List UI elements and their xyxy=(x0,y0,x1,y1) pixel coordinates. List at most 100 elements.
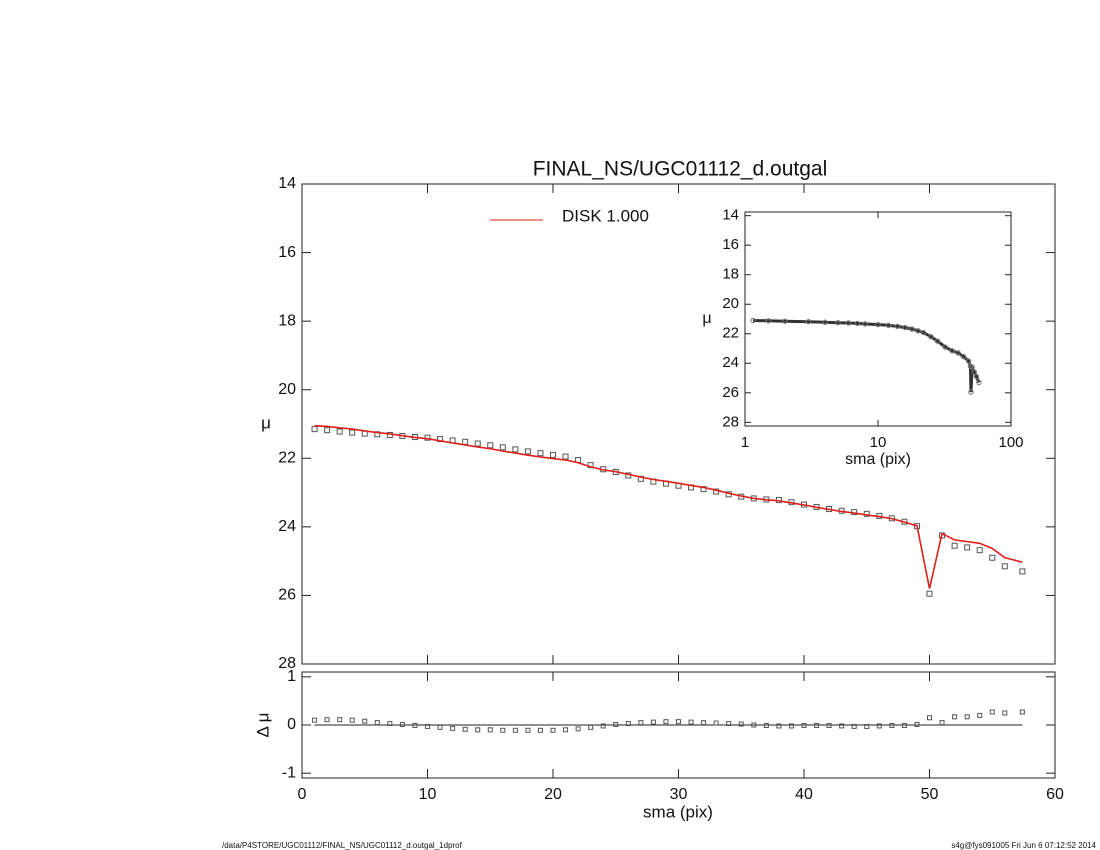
y-tick-label: 18 xyxy=(278,312,296,329)
data-point xyxy=(851,723,857,729)
data-point xyxy=(915,328,921,334)
data-point xyxy=(801,722,807,728)
x-tick-label: 10 xyxy=(419,786,437,803)
data-point xyxy=(1019,568,1026,575)
data-point xyxy=(928,334,934,340)
data-point xyxy=(337,717,343,723)
data-point xyxy=(462,726,468,732)
data-point xyxy=(955,350,961,356)
data-point xyxy=(894,323,901,330)
data-point xyxy=(475,727,481,733)
data-point xyxy=(374,720,380,726)
y-tick-label: -1 xyxy=(282,764,296,781)
y-tick-label: 22 xyxy=(278,450,296,467)
data-point xyxy=(738,721,744,727)
data-point xyxy=(1001,563,1008,570)
data-point xyxy=(512,727,518,733)
data-point xyxy=(324,717,330,723)
data-point xyxy=(927,715,932,721)
footer-left: /data/P4STORE/UGC01112/FINAL_NS/UGC01112… xyxy=(222,841,463,850)
x-tick-label: 0 xyxy=(298,786,307,803)
data-point xyxy=(862,321,868,327)
data-point xyxy=(939,720,945,726)
data-point xyxy=(525,727,531,733)
data-point xyxy=(550,727,556,733)
data-point xyxy=(875,321,881,328)
y-tick-label: 0 xyxy=(287,716,296,733)
legend-label: DISK 1.000 xyxy=(562,206,649,225)
data-point xyxy=(776,723,782,729)
data-point xyxy=(625,721,631,727)
data-point xyxy=(487,727,493,733)
data-point xyxy=(901,722,907,728)
data-line xyxy=(314,424,1023,589)
data-point xyxy=(537,450,544,457)
data-point xyxy=(499,444,506,451)
data-point xyxy=(374,431,381,438)
data-point xyxy=(311,426,318,433)
data-point xyxy=(965,358,972,364)
data-point xyxy=(964,714,970,720)
x-tick-label: 60 xyxy=(1046,786,1064,803)
data-point xyxy=(788,723,794,729)
data-point xyxy=(989,554,996,561)
data-point xyxy=(969,364,975,370)
data-point xyxy=(782,318,788,324)
y-tick-label: 28 xyxy=(722,413,739,430)
data-point xyxy=(550,451,556,458)
data-point xyxy=(387,721,393,727)
y-tick-label: 16 xyxy=(722,236,739,253)
data-point xyxy=(951,542,958,549)
data-point xyxy=(562,453,569,460)
main-frame xyxy=(301,183,1056,665)
data-point xyxy=(1019,709,1025,715)
y-axis-label: μ xyxy=(702,310,711,327)
x-axis-label: sma (pix) xyxy=(845,451,911,468)
y-tick-label: 24 xyxy=(722,354,739,371)
x-tick-label: 40 xyxy=(795,786,813,803)
data-point xyxy=(638,720,644,726)
data-point xyxy=(701,720,707,726)
y-tick-label: 1 xyxy=(287,668,296,685)
data-point xyxy=(942,344,948,350)
y-tick-label: 14 xyxy=(278,175,296,192)
data-point xyxy=(920,329,927,336)
data-point xyxy=(663,719,669,725)
y-tick-label: 26 xyxy=(278,587,296,604)
data-point xyxy=(474,440,481,447)
footer-right: s4g@fys091005 Fri Jun 6 07:12:52 2014 xyxy=(951,841,1096,850)
data-point xyxy=(952,714,958,720)
data-point xyxy=(902,324,908,331)
data-point xyxy=(864,723,870,729)
y-tick-label: 14 xyxy=(722,207,739,224)
data-line xyxy=(753,319,981,393)
data-point xyxy=(1002,710,1008,716)
y-axis-label: μ xyxy=(261,413,271,432)
data-point xyxy=(688,719,694,725)
y-tick-label: 18 xyxy=(722,266,739,283)
data-point xyxy=(676,719,681,725)
y-tick-label: 28 xyxy=(278,655,296,672)
y-axis-label: Δ μ xyxy=(253,713,272,738)
data-point xyxy=(835,319,841,326)
y-tick-label: 26 xyxy=(722,384,739,401)
data-point xyxy=(751,722,757,728)
data-point xyxy=(763,722,769,728)
data-point xyxy=(336,428,343,435)
data-point xyxy=(537,727,543,733)
data-point xyxy=(650,719,656,725)
data-point xyxy=(349,429,356,436)
x-tick-label: 20 xyxy=(544,786,562,803)
x-tick-label: 100 xyxy=(998,434,1023,451)
x-axis-label: sma (pix) xyxy=(643,802,713,821)
data-point xyxy=(425,723,430,729)
x-tick-label: 10 xyxy=(870,434,887,451)
data-point xyxy=(876,723,882,729)
data-point xyxy=(889,722,895,728)
y-tick-label: 20 xyxy=(278,381,296,398)
y-tick-label: 22 xyxy=(722,325,739,342)
y-tick-label: 16 xyxy=(278,244,296,261)
data-point xyxy=(412,722,418,728)
data-point xyxy=(926,590,933,597)
